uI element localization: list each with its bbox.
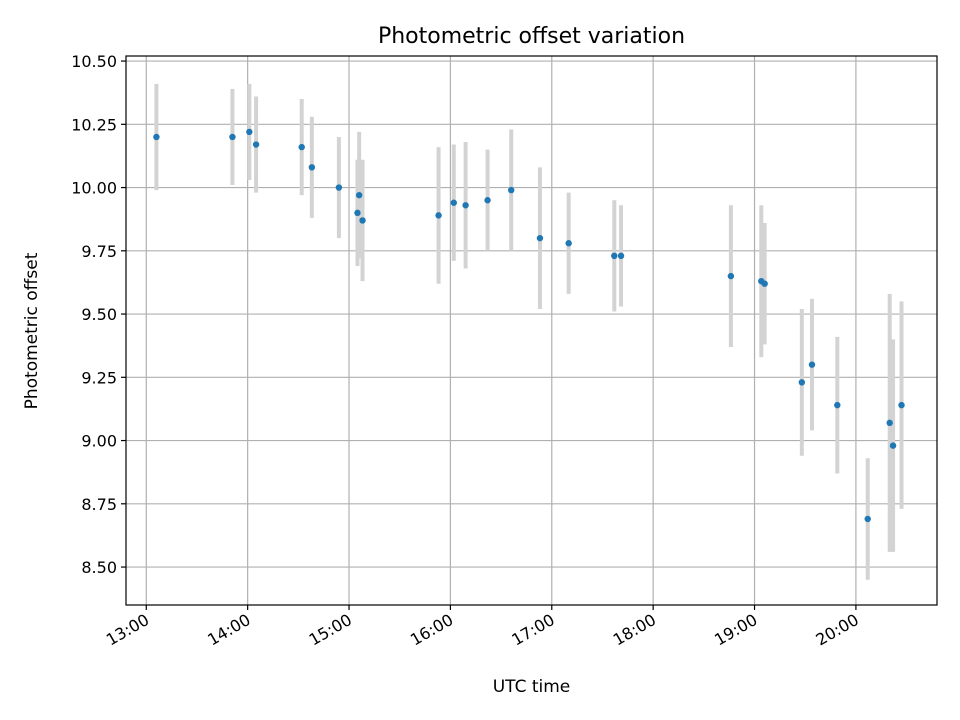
data-point: [611, 252, 618, 260]
y-axis: 8.50 8.75 9.00 9.25 9.50 9.75 10.00 10.25 10.50: [71, 52, 126, 577]
data-point: [508, 186, 515, 194]
data-point: [355, 191, 363, 199]
data-point: [727, 272, 735, 280]
y-tick-label: 10.50: [71, 52, 117, 71]
data-point: [808, 361, 816, 368]
data-point: [536, 234, 544, 242]
data-point: [565, 240, 572, 247]
data-point: [308, 164, 316, 171]
y-tick-label: 9.50: [81, 305, 117, 324]
data-point: [898, 401, 905, 409]
y-tick-label: 8.75: [81, 495, 117, 514]
data-point: [354, 209, 361, 217]
data-point: [229, 133, 236, 141]
data-point: [450, 199, 457, 206]
data-point: [462, 202, 469, 209]
data-point: [335, 184, 343, 191]
data-point: [864, 515, 871, 523]
y-tick-label: 8.50: [81, 558, 117, 577]
data-point: [435, 212, 442, 219]
data-points: [153, 128, 905, 523]
y-tick-label: 9.00: [81, 432, 117, 451]
data-point: [252, 141, 260, 148]
y-tick-label: 10.00: [71, 179, 117, 198]
data-point: [798, 379, 806, 386]
data-point: [617, 252, 625, 260]
data-point: [484, 197, 491, 204]
data-point: [359, 217, 366, 224]
data-point: [298, 143, 305, 151]
chart-title: Photometric offset variation: [378, 24, 685, 49]
y-axis-label: Photometric offset: [22, 252, 42, 409]
data-point: [153, 133, 160, 141]
y-tick-label: 9.75: [81, 242, 117, 261]
x-axis-label: UTC time: [493, 677, 571, 697]
data-point: [761, 280, 768, 287]
data-point: [834, 401, 841, 409]
plot-area-frame: [125, 55, 938, 606]
data-point: [246, 128, 253, 136]
y-tick-label: 9.25: [81, 368, 117, 387]
data-point: [886, 419, 893, 427]
data-point: [889, 442, 897, 449]
y-tick-label: 10.25: [71, 115, 117, 134]
